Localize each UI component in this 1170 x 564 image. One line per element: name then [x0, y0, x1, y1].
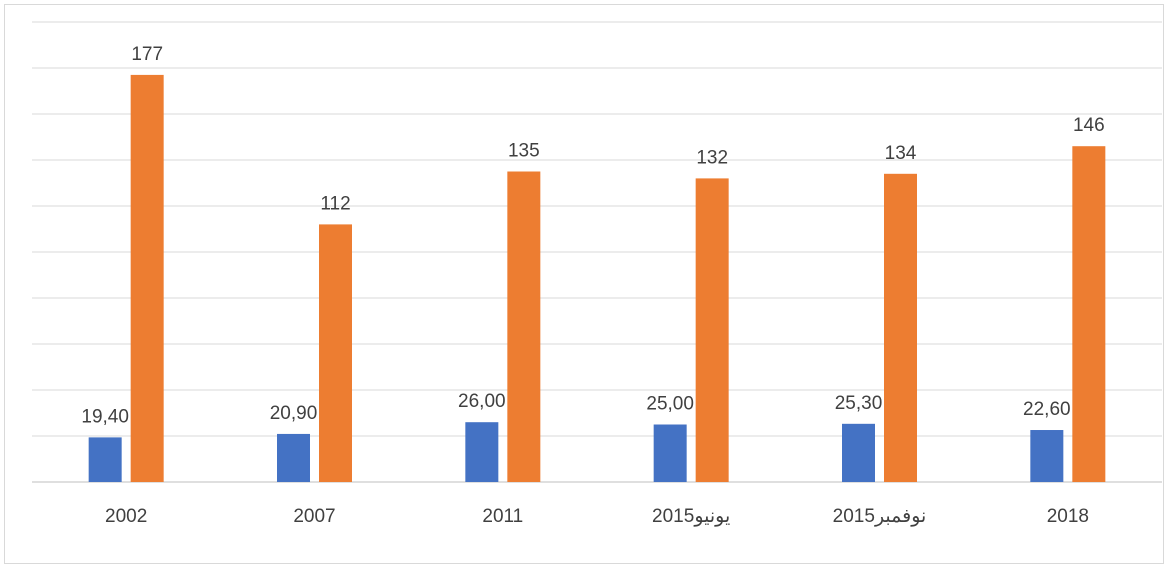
- data-label: 19,40: [81, 406, 129, 427]
- bar-series2: [884, 173, 917, 483]
- bar-series1: [277, 433, 310, 482]
- bar-series1: [465, 422, 499, 482]
- x-tick-label: 2002: [105, 506, 147, 527]
- data-label: 22,60: [1023, 399, 1071, 420]
- data-label: 26,00: [458, 391, 506, 412]
- bar-series2: [1072, 146, 1106, 482]
- x-tick-label: 2015نوفمبر: [833, 506, 927, 527]
- bar-series1: [88, 437, 122, 482]
- data-label: 25,00: [646, 394, 694, 415]
- x-tick-label: 2015يونيو: [652, 506, 730, 527]
- bar-series2: [695, 178, 729, 482]
- data-labels: 19,40 177 20,90 112 26,00 135 25,00 132 25,30 134…: [81, 44, 1104, 427]
- bar-series2: [130, 74, 164, 483]
- bars: [88, 74, 1106, 483]
- x-tick-label: 2007: [293, 506, 335, 527]
- data-label: 112: [320, 193, 350, 214]
- x-tick-labels: 2002 2007 2011 2015يونيو 2015نوفمبر 2018: [105, 506, 1089, 527]
- data-label: 135: [508, 141, 540, 162]
- x-tick-label: 2018: [1047, 506, 1089, 527]
- gridlines: [32, 21, 1162, 483]
- chart-frame: [4, 4, 1164, 564]
- data-label: 146: [1073, 115, 1105, 136]
- bar-series2: [319, 224, 352, 482]
- data-label: 20,90: [270, 403, 318, 424]
- data-label: 134: [885, 143, 917, 164]
- bar-series2: [507, 171, 541, 482]
- data-label: 177: [131, 44, 163, 65]
- data-label: 132: [696, 147, 728, 168]
- bar-series1: [653, 424, 687, 482]
- bar-series1: [842, 423, 875, 482]
- bar-series1: [1030, 430, 1064, 482]
- x-tick-label: 2011: [482, 506, 523, 527]
- data-label: 25,30: [835, 393, 883, 414]
- bar-chart: 19,40 177 20,90 112 26,00 135 25,00 132 25,30 134…: [32, 21, 1162, 527]
